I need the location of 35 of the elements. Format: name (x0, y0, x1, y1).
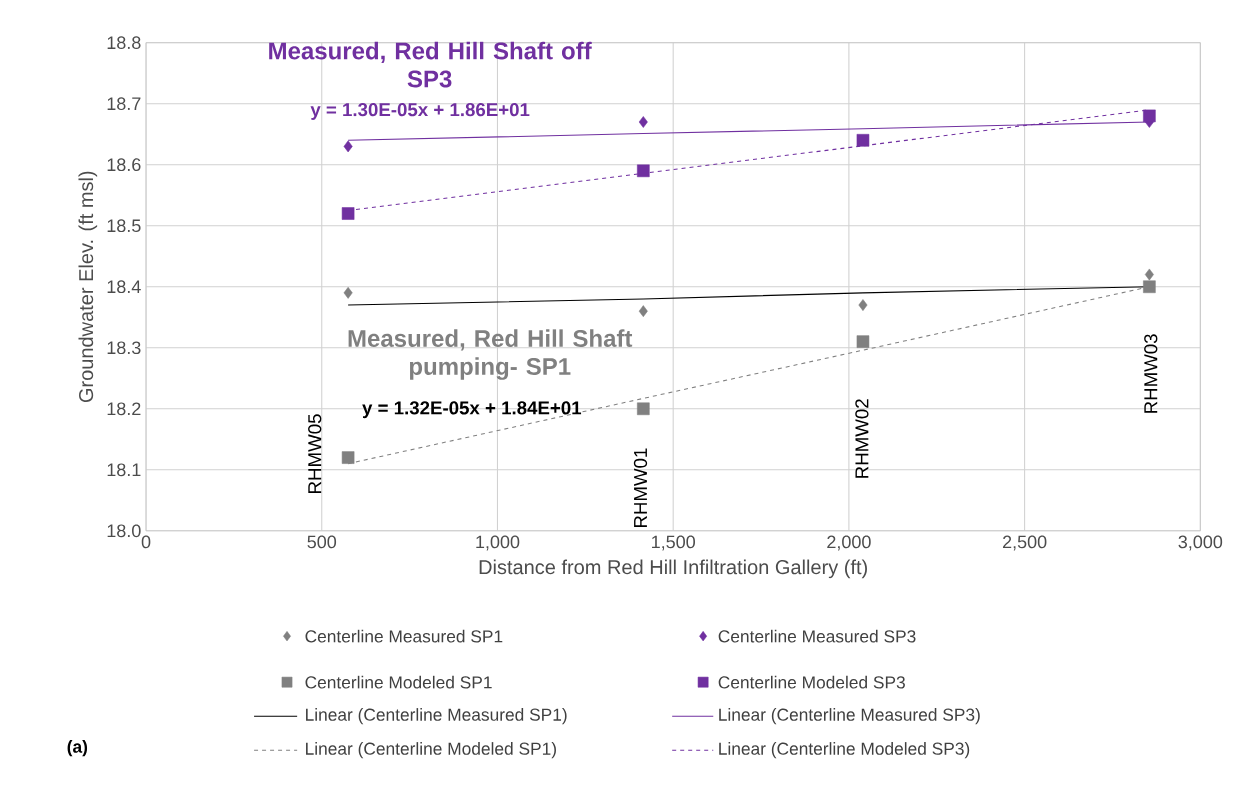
y-tick-label: 18.3 (107, 341, 141, 355)
legend-label: Centerline Modeled SP1 (305, 675, 492, 689)
text: (a) (67, 740, 88, 757)
legend-label: Centerline Measured SP3 (718, 629, 916, 643)
legend-label: Linear (Centerline Measured SP3) (719, 708, 980, 725)
annotation: Measured, Red Hill Shaft pumping- SP1 (348, 329, 633, 380)
x-tick-label: 2,000 (827, 535, 871, 551)
y-axis-title: Groundwater Elev. (ft msl) (78, 171, 98, 403)
y-tick-label: 18.0 (107, 524, 141, 538)
y-tick-label: 18.1 (107, 463, 141, 477)
y-tick-label: 18.2 (107, 402, 141, 416)
y-tick-label: 18.5 (107, 219, 141, 233)
annotation: RHMW05 (308, 414, 322, 493)
x-tick-label: 1,000 (476, 535, 520, 551)
x-axis-title: Distance from Red Hill Infiltration Gallery (ft) (479, 559, 867, 579)
annotation: RHMW03 (1144, 334, 1158, 413)
annotation: y = 1.30E-05x + 1.86E+01 (310, 103, 530, 121)
legend-label: Linear (Centerline Modeled SP3) (719, 742, 970, 759)
y-tick-label: 18.8 (107, 36, 141, 50)
annotation: Measured, Red Hill Shaft off SP3 (269, 41, 592, 88)
annotation: RHMW01 (633, 448, 648, 528)
legend-label: Linear (Centerline Measured SP1) (306, 708, 567, 725)
legend-label: Linear (Centerline Modeled SP1) (306, 742, 556, 759)
x-tick-label: 2,500 (1002, 535, 1047, 551)
annotation: y = 1.32E-05x + 1.84E+01 (362, 401, 582, 419)
y-tick-label: 18.7 (107, 97, 141, 111)
x-tick-label: 0 (141, 535, 151, 549)
legend-label: Centerline Modeled SP3 (718, 675, 905, 689)
y-tick-label: 18.6 (107, 158, 141, 172)
y-tick-label: 18.4 (107, 280, 141, 294)
annotation: RHMW02 (855, 399, 869, 478)
x-tick-label: 500 (307, 535, 337, 549)
legend-label: Centerline Measured SP1 (305, 629, 503, 643)
x-tick-label: 3,000 (1178, 535, 1223, 551)
x-tick-label: 1,500 (652, 535, 695, 551)
